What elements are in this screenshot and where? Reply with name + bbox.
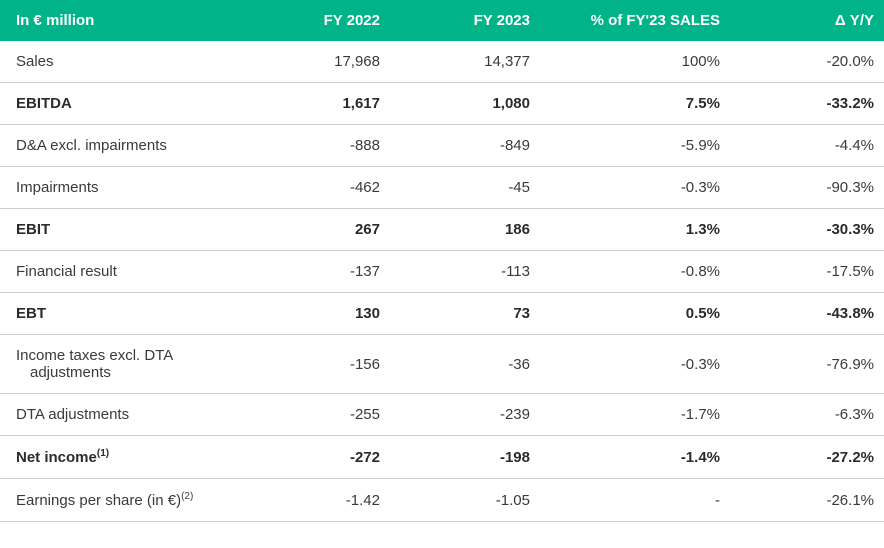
cell-yoy: -43.8% [730, 293, 884, 335]
cell-fy2022: -888 [240, 125, 390, 167]
table-row: Sales17,96814,377100%-20.0% [0, 41, 884, 83]
cell-yoy: -27.2% [730, 436, 884, 479]
cell-fy2023: -1.05 [390, 479, 540, 522]
cell-fy2023: -239 [390, 394, 540, 436]
col-header-yoy: Δ Y/Y [730, 0, 884, 41]
cell-fy2023: 14,377 [390, 41, 540, 83]
cell-yoy: -90.3% [730, 167, 884, 209]
col-header-fy2023: FY 2023 [390, 0, 540, 41]
cell-yoy: -76.9% [730, 335, 884, 394]
row-label: Income taxes excl. DTAadjustments [0, 335, 240, 394]
cell-pct: 100% [540, 41, 730, 83]
cell-pct: -0.3% [540, 167, 730, 209]
row-label: Net income(1) [0, 436, 240, 479]
col-header-pct: % of FY'23 SALES [540, 0, 730, 41]
table-row: Financial result-137-113-0.8%-17.5% [0, 251, 884, 293]
row-label: EBITDA [0, 83, 240, 125]
cell-pct: -5.9% [540, 125, 730, 167]
col-header-metric: In € million [0, 0, 240, 41]
row-label: D&A excl. impairments [0, 125, 240, 167]
row-label: Sales [0, 41, 240, 83]
table-row: EBT130730.5%-43.8% [0, 293, 884, 335]
cell-pct: -1.7% [540, 394, 730, 436]
cell-fy2023: -849 [390, 125, 540, 167]
cell-fy2023: 186 [390, 209, 540, 251]
table-row: EBIT2671861.3%-30.3% [0, 209, 884, 251]
cell-yoy: -33.2% [730, 83, 884, 125]
row-label: EBT [0, 293, 240, 335]
cell-pct: - [540, 479, 730, 522]
cell-yoy: -26.1% [730, 479, 884, 522]
table-row: Earnings per share (in €)(2)-1.42-1.05--… [0, 479, 884, 522]
table-row: Income taxes excl. DTAadjustments-156-36… [0, 335, 884, 394]
cell-fy2023: -113 [390, 251, 540, 293]
cell-fy2022: 267 [240, 209, 390, 251]
cell-pct: -0.3% [540, 335, 730, 394]
cell-fy2022: -137 [240, 251, 390, 293]
row-label: Financial result [0, 251, 240, 293]
cell-fy2022: -462 [240, 167, 390, 209]
cell-fy2022: 130 [240, 293, 390, 335]
cell-fy2022: -255 [240, 394, 390, 436]
cell-pct: -1.4% [540, 436, 730, 479]
cell-pct: 1.3% [540, 209, 730, 251]
cell-yoy: -30.3% [730, 209, 884, 251]
table-row: EBITDA1,6171,0807.5%-33.2% [0, 83, 884, 125]
row-label: Impairments [0, 167, 240, 209]
cell-fy2023: 73 [390, 293, 540, 335]
cell-fy2022: -1.42 [240, 479, 390, 522]
cell-yoy: -6.3% [730, 394, 884, 436]
table-row: D&A excl. impairments-888-849-5.9%-4.4% [0, 125, 884, 167]
table-header-row: In € million FY 2022 FY 2023 % of FY'23 … [0, 0, 884, 41]
table-row: Net income(1)-272-198-1.4%-27.2% [0, 436, 884, 479]
cell-pct: -0.8% [540, 251, 730, 293]
row-label: Earnings per share (in €)(2) [0, 479, 240, 522]
cell-fy2022: -156 [240, 335, 390, 394]
cell-fy2023: 1,080 [390, 83, 540, 125]
financial-table: In € million FY 2022 FY 2023 % of FY'23 … [0, 0, 884, 522]
table-row: DTA adjustments-255-239-1.7%-6.3% [0, 394, 884, 436]
table-row: Impairments-462-45-0.3%-90.3% [0, 167, 884, 209]
cell-fy2022: -272 [240, 436, 390, 479]
cell-fy2023: -198 [390, 436, 540, 479]
col-header-fy2022: FY 2022 [240, 0, 390, 41]
cell-yoy: -4.4% [730, 125, 884, 167]
row-label: DTA adjustments [0, 394, 240, 436]
cell-fy2022: 17,968 [240, 41, 390, 83]
cell-pct: 7.5% [540, 83, 730, 125]
cell-fy2023: -45 [390, 167, 540, 209]
cell-yoy: -20.0% [730, 41, 884, 83]
row-label: EBIT [0, 209, 240, 251]
table-body: Sales17,96814,377100%-20.0%EBITDA1,6171,… [0, 41, 884, 522]
cell-fy2023: -36 [390, 335, 540, 394]
cell-fy2022: 1,617 [240, 83, 390, 125]
cell-pct: 0.5% [540, 293, 730, 335]
cell-yoy: -17.5% [730, 251, 884, 293]
